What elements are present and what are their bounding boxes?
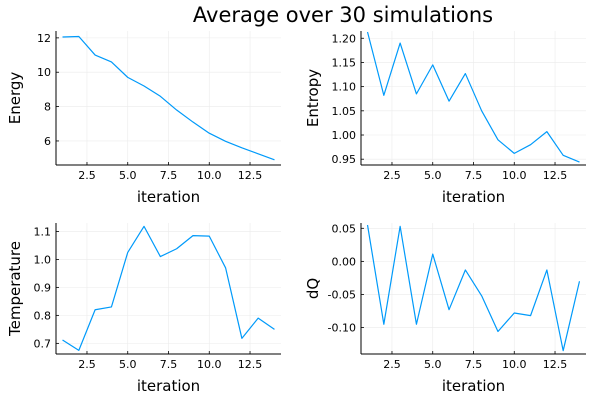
energy-x-tick-label: 2.5	[78, 169, 96, 182]
energy-y-tick-label: 8	[44, 101, 51, 114]
subplot-dq: 2.5 5.0 7.5 10.0 12.5 0.05 0.00 -0.05 -0.10 itera…	[304, 222, 586, 395]
entropy-y-tick-label: 1.05	[332, 105, 357, 118]
temperature-x-axis-label: iteration	[137, 377, 200, 395]
temperature-x-tick-label: 10.0	[197, 358, 222, 371]
dq-x-tick-label: 2.5	[383, 358, 401, 371]
energy-series-line	[62, 35, 275, 161]
temperature-x-tick-label: 7.5	[160, 358, 178, 371]
temperature-x-tick-label: 12.5	[238, 358, 263, 371]
temperature-y-tick-label: 0.7	[34, 337, 52, 350]
temperature-x-tick-label: 5.0	[119, 358, 137, 371]
energy-y-tick-label: 12	[37, 32, 51, 45]
entropy-x-tick-label: 10.0	[502, 169, 527, 182]
dq-y-axis-label: dQ	[304, 278, 322, 299]
dq-y-tick-label: -0.10	[328, 322, 356, 335]
subplot-temperature: 2.5 5.0 7.5 10.0 12.5 0.7 0.8 0.9 1.0 1.1 iteratio…	[6, 223, 281, 395]
energy-x-tick-label: 12.5	[238, 169, 263, 182]
figure-title: Average over 30 simulations	[193, 3, 493, 27]
dq-series-line	[366, 224, 581, 352]
entropy-y-tick-label: 1.10	[332, 81, 357, 94]
entropy-x-tick-label: 7.5	[465, 169, 483, 182]
temperature-y-tick-label: 0.8	[34, 309, 52, 322]
temperature-y-tick-label: 1.0	[34, 253, 52, 266]
entropy-y-tick-label: 1.20	[332, 32, 357, 45]
energy-x-tick-label: 5.0	[119, 169, 137, 182]
dq-x-axis-label: iteration	[442, 377, 505, 395]
temperature-series-line	[62, 225, 275, 351]
energy-y-axis-label: Energy	[6, 72, 24, 125]
temperature-y-tick-label: 1.1	[34, 225, 52, 238]
temperature-y-axis-label: Temperature	[6, 241, 24, 337]
entropy-y-tick-label: 1.15	[332, 56, 357, 69]
entropy-x-axis-label: iteration	[442, 188, 505, 206]
dq-y-tick-label: -0.05	[328, 288, 356, 301]
entropy-x-tick-label: 2.5	[383, 169, 401, 182]
dq-x-tick-label: 7.5	[465, 358, 483, 371]
dq-x-tick-label: 10.0	[502, 358, 527, 371]
energy-x-tick-label: 10.0	[197, 169, 222, 182]
dq-y-tick-label: 0.00	[332, 255, 357, 268]
dq-x-tick-label: 12.5	[543, 358, 568, 371]
entropy-x-tick-label: 12.5	[543, 169, 568, 182]
energy-y-tick-label: 6	[44, 135, 51, 148]
energy-y-tick-label: 10	[37, 66, 51, 79]
entropy-y-axis-label: Entropy	[304, 69, 322, 127]
entropy-y-tick-label: 1.00	[332, 129, 357, 142]
energy-x-axis-label: iteration	[137, 188, 200, 206]
subplots: 2.5 5.0 7.5 10.0 12.5681012iterationEnergy2.…	[6, 31, 586, 395]
energy-x-tick-label: 7.5	[160, 169, 178, 182]
entropy-y-tick-label: 0.95	[332, 153, 357, 166]
dq-y-tick-label: 0.05	[332, 222, 357, 235]
subplot-entropy: 2.5 5.0 7.5 10.0 12.5 0.95 1.00 1.05 1.10 1.15 1.2…	[304, 31, 586, 206]
temperature-y-tick-label: 0.9	[34, 281, 52, 294]
temperature-x-tick-label: 2.5	[78, 358, 96, 371]
entropy-x-tick-label: 5.0	[424, 169, 442, 182]
entropy-series-line	[366, 31, 580, 163]
dq-x-tick-label: 5.0	[424, 358, 442, 371]
subplot-energy: 2.5 5.0 7.5 10.0 12.5 6 8 10 12 iteration Energy	[6, 31, 281, 206]
